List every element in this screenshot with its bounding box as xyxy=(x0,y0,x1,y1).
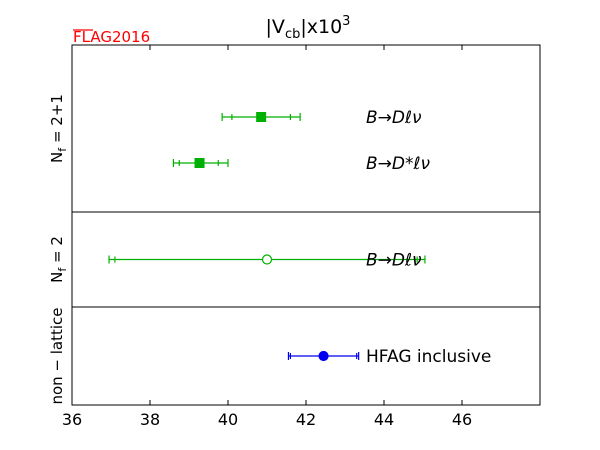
logo: FLAG2016 xyxy=(73,28,150,46)
data-point xyxy=(318,350,329,362)
title-base: |V xyxy=(266,16,285,38)
group-label-main: non − lattice xyxy=(48,307,66,404)
x-tick-label: 38 xyxy=(140,410,160,429)
x-tick-label: 46 xyxy=(452,410,472,429)
title-sub: cb xyxy=(285,27,300,42)
data-point xyxy=(256,112,267,122)
x-tick-label: 42 xyxy=(296,410,316,429)
group-label-rest: = 2+1 xyxy=(48,94,66,148)
entry-label: B→Dℓν xyxy=(366,251,422,271)
title-mid: |x10 xyxy=(300,16,342,38)
entry-labels-layer: B→Dℓν B→D*ℓν B→Dℓν HFAG inclusive xyxy=(366,108,491,367)
x-tick-label: 36 xyxy=(62,410,82,429)
group-label-main: N xyxy=(48,152,66,163)
group-label: non − lattice xyxy=(48,307,66,404)
group-label: Nf = 2 xyxy=(48,236,69,283)
data-point xyxy=(261,254,273,265)
group-label: Nf = 2+1 xyxy=(48,94,69,163)
group-label-main: N xyxy=(48,272,66,283)
group-label-sub: f xyxy=(56,267,69,272)
entry-label: B→D*ℓν xyxy=(366,154,431,174)
data-point xyxy=(194,158,205,168)
title-sup: 3 xyxy=(342,14,350,29)
entry-label: HFAG inclusive xyxy=(366,347,491,367)
group-label-rest: = 2 xyxy=(48,236,66,268)
points-layer xyxy=(108,112,426,362)
entry-label: B→Dℓν xyxy=(366,108,422,128)
group-label-sub: f xyxy=(56,147,69,152)
x-axis: 36 38 40 42 44 46 xyxy=(62,45,472,429)
logo-text: FLAG2016 xyxy=(73,28,150,46)
chart-title: |Vcb|x103 xyxy=(266,14,351,42)
group-dividers xyxy=(72,211,540,308)
x-tick-label: 44 xyxy=(374,410,394,429)
x-tick-label: 40 xyxy=(218,410,238,429)
